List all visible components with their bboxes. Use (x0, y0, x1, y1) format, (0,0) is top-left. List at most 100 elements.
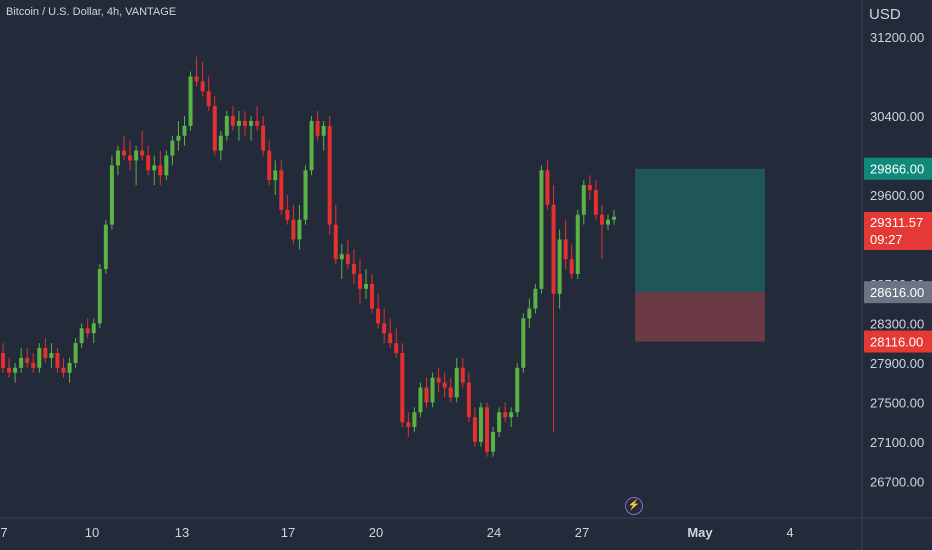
target-zone (635, 168, 765, 293)
candle-body (13, 367, 18, 373)
candle-body (593, 190, 598, 215)
price-tick-label: 31200.00 (870, 30, 924, 45)
candle-body (212, 106, 217, 151)
candle-body (236, 120, 241, 126)
candle-body (67, 362, 72, 373)
candle-body (73, 343, 78, 363)
candle-body (49, 353, 54, 358)
candles-layer (1, 56, 617, 457)
candle-body (103, 224, 108, 270)
candle-body (364, 283, 368, 289)
candle-body (436, 377, 441, 383)
candle-body (315, 120, 320, 136)
candle-body (291, 219, 296, 240)
candle-body (43, 348, 48, 358)
candle-body (497, 412, 502, 432)
price-tick-label: 27100.00 (870, 435, 924, 450)
candle-body (309, 120, 314, 171)
candle-body (418, 387, 423, 413)
time-tick-label: 13 (175, 525, 189, 540)
candle-body (255, 120, 260, 126)
stop-price-label: 28116.00 (870, 335, 923, 350)
candle-body (575, 214, 580, 274)
candle-body (370, 283, 375, 309)
candle-body (97, 269, 102, 324)
candle-body (339, 254, 344, 260)
candle-body (218, 135, 223, 151)
candle-body (351, 264, 356, 274)
candle-body (61, 367, 66, 373)
symbol-title: Bitcoin / U.S. Dollar, 4h, VANTAGE (6, 6, 177, 18)
current-price-badge (864, 211, 932, 250)
candle-body (599, 214, 604, 225)
candle-body (539, 170, 544, 289)
candle-body (442, 382, 447, 388)
candle-body (134, 150, 139, 161)
candle-body (460, 367, 465, 383)
candle-body (412, 412, 417, 428)
candle-body (563, 239, 568, 260)
candle-body (85, 328, 90, 334)
stop-price-badge (864, 330, 932, 353)
price-tick-label: 29600.00 (870, 188, 924, 203)
target-price-label: 29866.00 (870, 162, 924, 177)
candle-body (491, 432, 496, 452)
candle-body (382, 323, 387, 334)
candle-body (388, 333, 393, 344)
candle-body (176, 135, 181, 141)
target-price-badge (864, 157, 932, 180)
candle-body (19, 357, 24, 368)
entry-price-label: 28616.00 (870, 285, 924, 300)
currency-label[interactable]: USD (869, 6, 901, 23)
candle-body (200, 81, 205, 92)
candle-body (37, 348, 42, 368)
time-tick-label: 17 (281, 525, 295, 540)
candle-body (285, 209, 290, 220)
candle-body (55, 353, 60, 368)
candle-body (527, 308, 532, 319)
candle-body (152, 165, 157, 171)
candle-body (454, 367, 459, 398)
time-tick-label: 7 (0, 525, 7, 540)
candle-body (31, 362, 36, 368)
candle-body (466, 382, 471, 418)
candle-body (128, 155, 133, 161)
candle-body (303, 170, 308, 220)
candle-body (91, 323, 96, 334)
candle-body (545, 170, 550, 205)
candle-body (261, 125, 266, 151)
candle-body (376, 308, 381, 324)
candle-body (551, 204, 556, 294)
candle-body (7, 367, 12, 373)
candle-body (345, 254, 350, 265)
candle-body (581, 185, 586, 215)
candle-body (569, 259, 574, 274)
candle-body (122, 150, 126, 156)
candle-body (587, 185, 592, 191)
lightning-icon[interactable]: ⚡ (625, 497, 643, 515)
candle-body (115, 150, 120, 166)
candle-body (406, 422, 411, 428)
candle-body (230, 116, 235, 126)
candle-body (194, 76, 199, 82)
entry-price-badge (864, 281, 932, 304)
candle-body (485, 407, 489, 452)
candle-body (424, 387, 429, 403)
price-tick-label: 28300.00 (870, 316, 924, 331)
candle-body (533, 288, 538, 309)
price-tick-label: 27500.00 (870, 395, 924, 410)
candle-body (333, 224, 338, 260)
candle-body (243, 120, 247, 126)
time-tick-label: 27 (575, 525, 589, 540)
candle-body (557, 239, 562, 294)
candle-body (430, 377, 435, 403)
candle-body (182, 125, 187, 136)
candle-body (509, 412, 514, 418)
time-axis[interactable]: 7 10 13 17 20 24 27 May 4 (0, 525, 793, 540)
time-tick-label: May (687, 525, 713, 540)
candle-body (606, 219, 610, 225)
price-axis[interactable]: 31200.00 30400.00 29600.00 28300.00 27900.00… (870, 30, 924, 489)
candle-body (79, 328, 84, 344)
stop-zone (635, 292, 765, 342)
